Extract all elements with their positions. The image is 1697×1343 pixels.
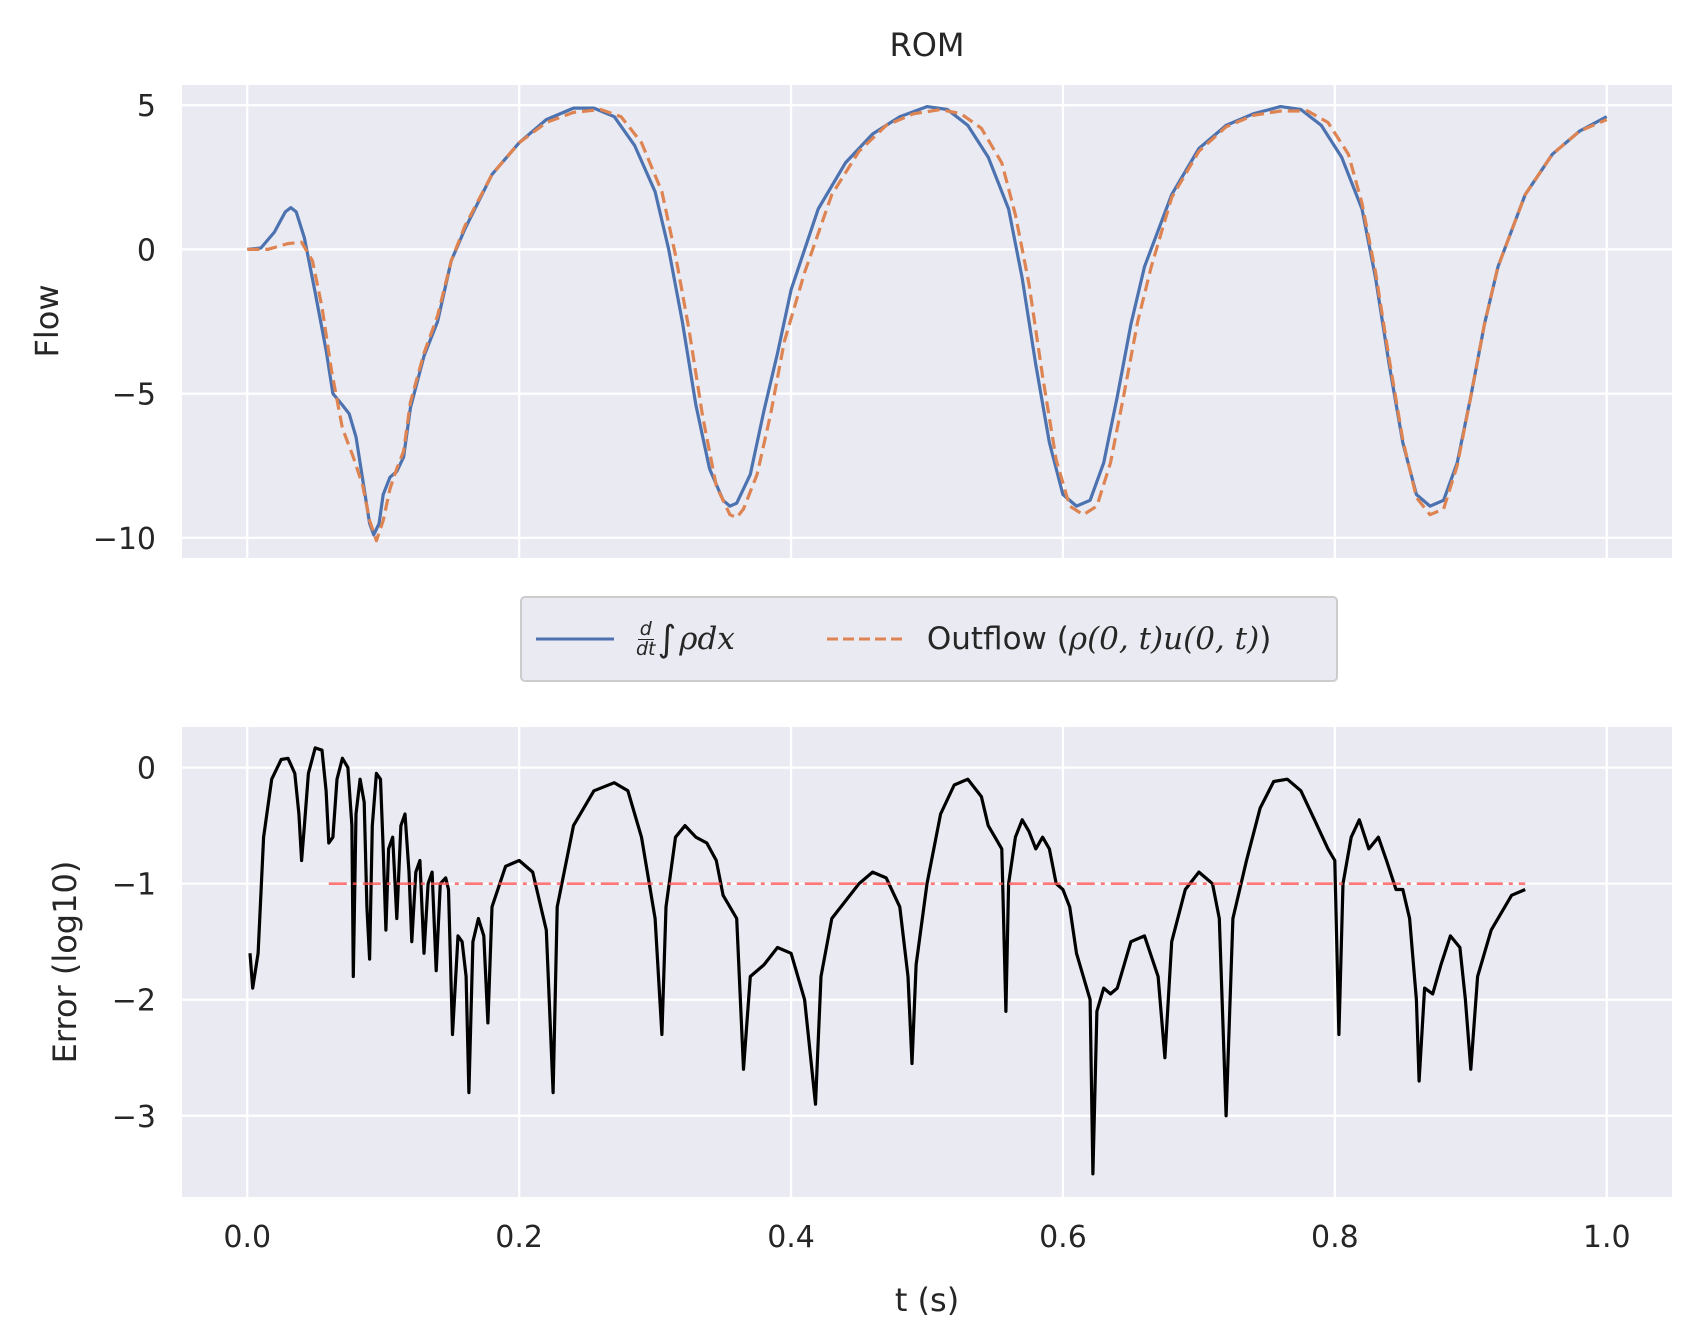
- legend-frac-den: dt: [636, 637, 656, 660]
- flow-plot-area: [182, 85, 1672, 558]
- legend: d dt ∫ ρdx Outflow (ρ(0, t)u(0, t)): [520, 596, 1338, 682]
- flow-title: ROM: [889, 26, 964, 64]
- series-line-flow-1: [247, 107, 1608, 543]
- legend-fraction: d dt: [636, 617, 656, 660]
- legend-outflow-close: ): [1259, 621, 1272, 657]
- flow-axes: 5 0 −5 −10 ROM Flow: [28, 26, 1672, 558]
- flow-y-tick-labels: 5 0 −5 −10: [93, 89, 156, 557]
- legend-frac-num: d: [637, 617, 654, 640]
- y-tick-label: 0: [137, 233, 156, 268]
- y-tick-label: −2: [112, 984, 156, 1019]
- series-line-error-0: [248, 746, 1526, 1176]
- legend-swatch-dashed: [826, 637, 905, 641]
- x-tick-label: 0.4: [767, 1220, 815, 1255]
- y-tick-label: 5: [137, 89, 156, 124]
- x-tick-label: 0.2: [495, 1220, 543, 1255]
- legend-item-outflow: Outflow (ρ(0, t)u(0, t)): [813, 621, 1271, 657]
- legend-integral-body: ρdx: [679, 621, 735, 657]
- error-plot-area: [182, 727, 1672, 1197]
- y-tick-label: −5: [112, 378, 156, 413]
- x-tick-label: 1.0: [1583, 1220, 1631, 1255]
- legend-item-integral: d dt ∫ ρdx: [522, 619, 735, 660]
- y-tick-label: 0: [137, 752, 156, 787]
- x-tick-label: 0.8: [1311, 1220, 1359, 1255]
- legend-outflow-text: Outflow (: [926, 621, 1069, 657]
- y-tick-label: −1: [112, 868, 156, 903]
- error-y-axis-label: Error (log10): [46, 861, 84, 1064]
- y-tick-label: −10: [93, 522, 156, 557]
- flow-series: [247, 105, 1608, 543]
- x-tick-label: 0.6: [1039, 1220, 1087, 1255]
- error-y-tick-labels: 0 −1 −2 −3: [112, 752, 156, 1135]
- legend-swatch-solid: [536, 637, 614, 641]
- flow-y-axis-label: Flow: [28, 284, 66, 357]
- x-tick-label: 0.0: [223, 1220, 271, 1255]
- error-axes: 0 −1 −2 −3 0.0 0.2 0.4 0.6 0.8 1.0 t (s) Error (…: [46, 727, 1672, 1319]
- error-x-axis-label: t (s): [895, 1281, 959, 1319]
- legend-outflow-math: ρ(0, t)u(0, t): [1068, 621, 1260, 657]
- error-series: [248, 746, 1526, 1176]
- legend-integral-sign: ∫: [657, 618, 677, 660]
- y-tick-label: −3: [112, 1100, 156, 1135]
- error-x-tick-labels: 0.0 0.2 0.4 0.6 0.8 1.0: [223, 1220, 1630, 1255]
